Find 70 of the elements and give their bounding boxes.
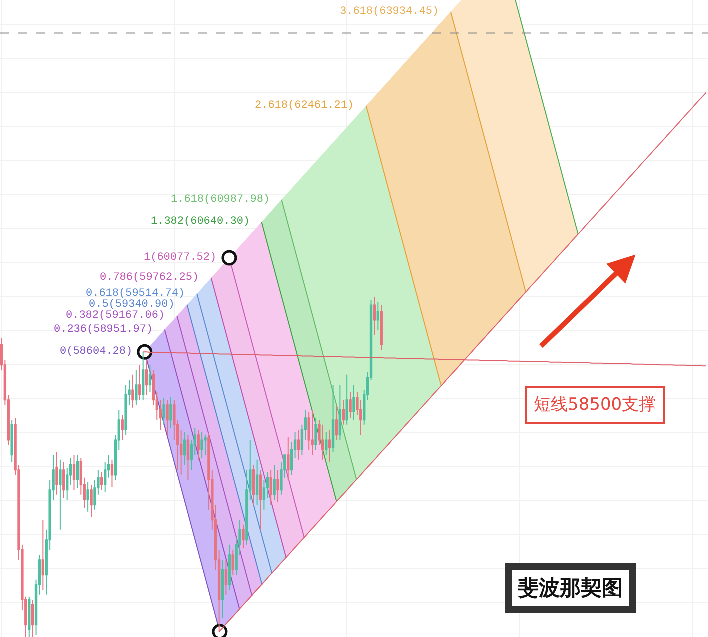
candlestick bbox=[273, 464, 276, 501]
candlestick bbox=[110, 459, 114, 488]
candlestick bbox=[72, 454, 76, 491]
candlestick bbox=[186, 434, 190, 480]
candlestick bbox=[346, 374, 348, 426]
candlestick bbox=[148, 364, 152, 393]
candlestick bbox=[28, 596, 31, 637]
candlestick bbox=[142, 352, 145, 401]
candlestick bbox=[56, 452, 58, 496]
candlestick bbox=[145, 359, 148, 396]
annotation: 斐波那契图 bbox=[518, 576, 623, 600]
candlestick bbox=[308, 411, 310, 451]
candlestick bbox=[228, 544, 232, 591]
candlestick bbox=[10, 420, 14, 462]
candlestick bbox=[132, 374, 134, 408]
candlestick bbox=[380, 304, 383, 351]
candlestick bbox=[276, 470, 280, 503]
candlestick bbox=[297, 429, 300, 460]
candlestick bbox=[170, 396, 172, 428]
candlestick bbox=[204, 434, 207, 456]
text: 1.618(60987.98) bbox=[171, 194, 270, 206]
text: 3.618(63934.45) bbox=[340, 6, 440, 18]
candlestick bbox=[328, 429, 332, 462]
candlestick bbox=[100, 472, 104, 491]
candlestick bbox=[242, 524, 245, 548]
candlestick bbox=[270, 470, 272, 506]
candlestick bbox=[376, 302, 380, 331]
candlestick bbox=[86, 482, 90, 512]
text: 1(60077.52) bbox=[144, 252, 217, 264]
candlestick bbox=[76, 454, 80, 489]
candlestick bbox=[90, 484, 93, 518]
text: 1.382(60640.30) bbox=[151, 216, 250, 228]
annotation: 0.618(59514.74) bbox=[86, 288, 186, 300]
annotation: 0.382(59167.06) bbox=[66, 310, 166, 322]
annotation: 短线58500支撑 bbox=[534, 395, 656, 415]
candlestick bbox=[183, 432, 186, 466]
annotation: 0.5(59340.90) bbox=[89, 299, 175, 311]
candlestick bbox=[200, 432, 204, 459]
annotation: 0.236(58951.97) bbox=[54, 324, 154, 336]
candlestick bbox=[335, 404, 338, 441]
candlestick bbox=[138, 364, 142, 401]
candlestick bbox=[232, 549, 234, 576]
candlestick bbox=[342, 400, 345, 426]
candlestick bbox=[259, 470, 262, 530]
candlestick bbox=[121, 414, 124, 441]
candlestick bbox=[59, 459, 62, 530]
candlestick bbox=[197, 429, 200, 460]
candlestick bbox=[349, 392, 352, 419]
candlestick bbox=[287, 436, 290, 480]
candlestick bbox=[322, 424, 324, 460]
text: 2.618(62461.21) bbox=[255, 100, 354, 112]
candlestick bbox=[252, 464, 256, 506]
candlestick bbox=[62, 461, 66, 498]
candlestick bbox=[352, 384, 356, 421]
text: 0.786(59762.25) bbox=[100, 272, 200, 284]
candlestick bbox=[221, 560, 224, 618]
candlestick bbox=[31, 599, 34, 637]
candlestick bbox=[162, 398, 166, 426]
candlestick bbox=[166, 400, 169, 436]
candlestick bbox=[373, 296, 376, 336]
candlestick bbox=[256, 459, 259, 506]
candlestick bbox=[42, 520, 45, 591]
candlestick bbox=[314, 418, 318, 451]
candlestick bbox=[332, 384, 335, 453]
candlestick bbox=[135, 370, 138, 406]
candlestick bbox=[224, 560, 228, 596]
candlestick bbox=[338, 384, 342, 441]
candlestick bbox=[311, 409, 314, 456]
candlestick bbox=[325, 432, 328, 456]
annotation: 0(58604.28) bbox=[60, 346, 133, 358]
